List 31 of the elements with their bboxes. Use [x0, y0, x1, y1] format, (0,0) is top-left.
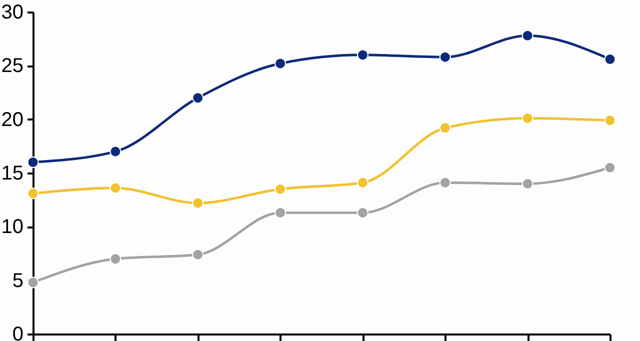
point	[604, 162, 616, 174]
y-tick-label: 10	[1, 216, 24, 238]
point	[356, 49, 368, 61]
point	[439, 176, 451, 188]
point	[274, 58, 286, 70]
point	[522, 178, 534, 190]
point	[192, 248, 204, 260]
y-tick-label: 30	[1, 2, 24, 24]
point	[192, 197, 204, 209]
point	[439, 51, 451, 63]
y-tick-label: 0	[12, 324, 24, 341]
point	[110, 182, 122, 194]
point	[356, 176, 368, 188]
point	[522, 112, 534, 124]
y-tick-label: 15	[1, 162, 24, 184]
point	[110, 253, 122, 265]
point	[27, 276, 39, 288]
y-tick-label: 20	[1, 108, 24, 131]
y-tick-label: 5	[12, 270, 24, 292]
point	[604, 114, 616, 126]
y-tick-label: 25	[1, 55, 24, 78]
point	[356, 206, 368, 218]
point	[27, 188, 39, 200]
point	[439, 122, 451, 134]
point	[110, 146, 122, 158]
point	[274, 206, 286, 218]
point	[27, 156, 39, 168]
point	[192, 92, 204, 104]
point	[522, 30, 534, 42]
point	[274, 183, 286, 195]
point	[604, 53, 616, 65]
